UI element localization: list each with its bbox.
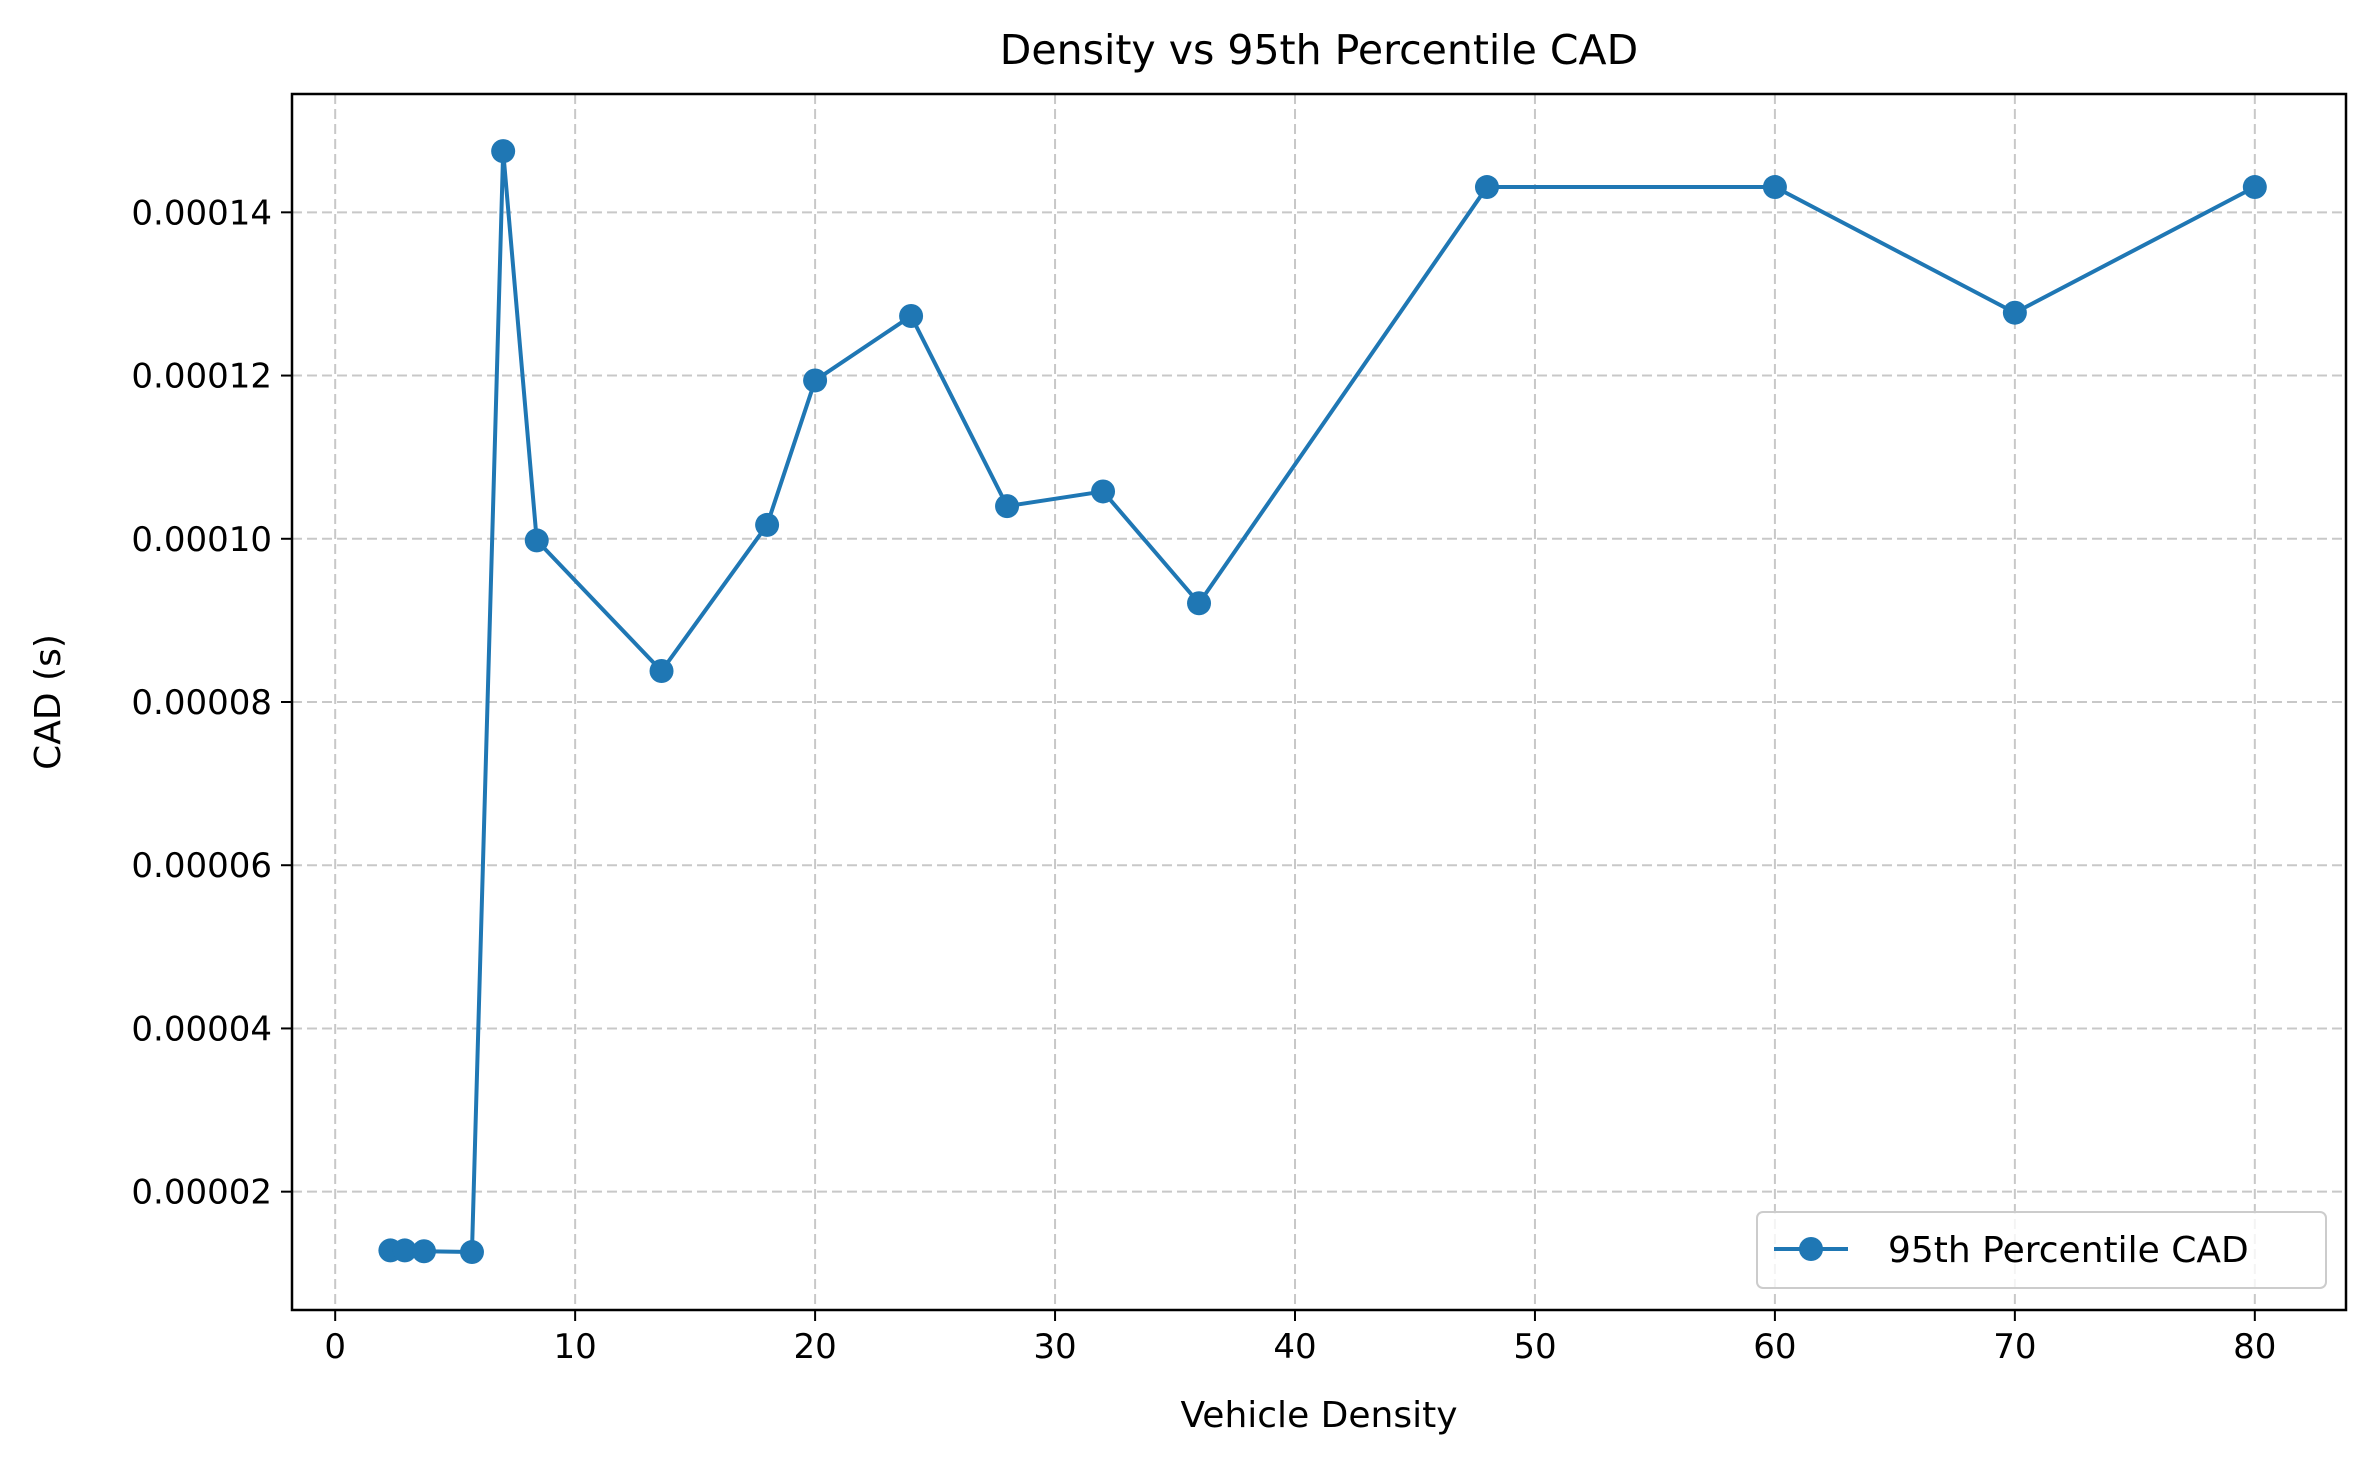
data-point xyxy=(459,1240,484,1265)
x-tick-label: 20 xyxy=(793,1327,836,1367)
x-tick-label: 10 xyxy=(554,1327,597,1367)
chart-title: Density vs 95th Percentile CAD xyxy=(1000,26,1638,74)
grid xyxy=(292,94,2346,1310)
legend-marker-swatch xyxy=(1799,1237,1823,1261)
y-tick-label: 0.00004 xyxy=(131,1009,272,1049)
data-point xyxy=(1091,479,1116,504)
data-point xyxy=(995,494,1020,519)
y-tick-label: 0.00006 xyxy=(131,846,272,886)
data-point xyxy=(2002,300,2027,325)
x-axis-label: Vehicle Density xyxy=(1180,1395,1457,1436)
data-point xyxy=(755,512,780,537)
data-point xyxy=(524,528,549,553)
x-tick-label: 0 xyxy=(324,1327,346,1367)
x-tick-label: 80 xyxy=(2233,1327,2276,1367)
y-axis-label: CAD (s) xyxy=(28,634,69,770)
data-point xyxy=(491,139,516,164)
y-tick-label: 0.00010 xyxy=(131,520,272,560)
data-point xyxy=(411,1239,436,1264)
data-point xyxy=(649,658,674,683)
x-tick-label: 50 xyxy=(1513,1327,1556,1367)
x-tick-label: 40 xyxy=(1273,1327,1316,1367)
data-point xyxy=(2242,175,2267,200)
data-point xyxy=(899,303,924,328)
y-tick-label: 0.00002 xyxy=(131,1173,272,1213)
data-point xyxy=(803,368,828,393)
data-point xyxy=(392,1238,417,1263)
data-point xyxy=(1762,175,1787,200)
data-point xyxy=(1474,175,1499,200)
data-point xyxy=(1187,591,1212,616)
y-axis-ticks: 0.00002 0.00004 0.00006 0.00008 0.00010 0.000… xyxy=(131,193,292,1213)
y-tick-label: 0.00012 xyxy=(131,357,272,397)
legend-label: 95th Percentile CAD xyxy=(1888,1230,2249,1271)
plot-frame xyxy=(290,92,2348,1312)
x-tick-label: 30 xyxy=(1033,1327,1076,1367)
x-tick-label: 60 xyxy=(1753,1327,1796,1367)
legend-box xyxy=(1756,1211,2327,1289)
x-tick-label: 70 xyxy=(1993,1327,2036,1367)
y-tick-label: 0.00014 xyxy=(131,193,272,233)
legend: 95th Percentile CAD xyxy=(1756,1211,2327,1289)
y-tick-label: 0.00008 xyxy=(131,683,272,723)
x-axis-ticks: 0 10 20 30 40 50 60 70 80 xyxy=(324,1310,2276,1367)
series-layer xyxy=(378,139,2267,1265)
